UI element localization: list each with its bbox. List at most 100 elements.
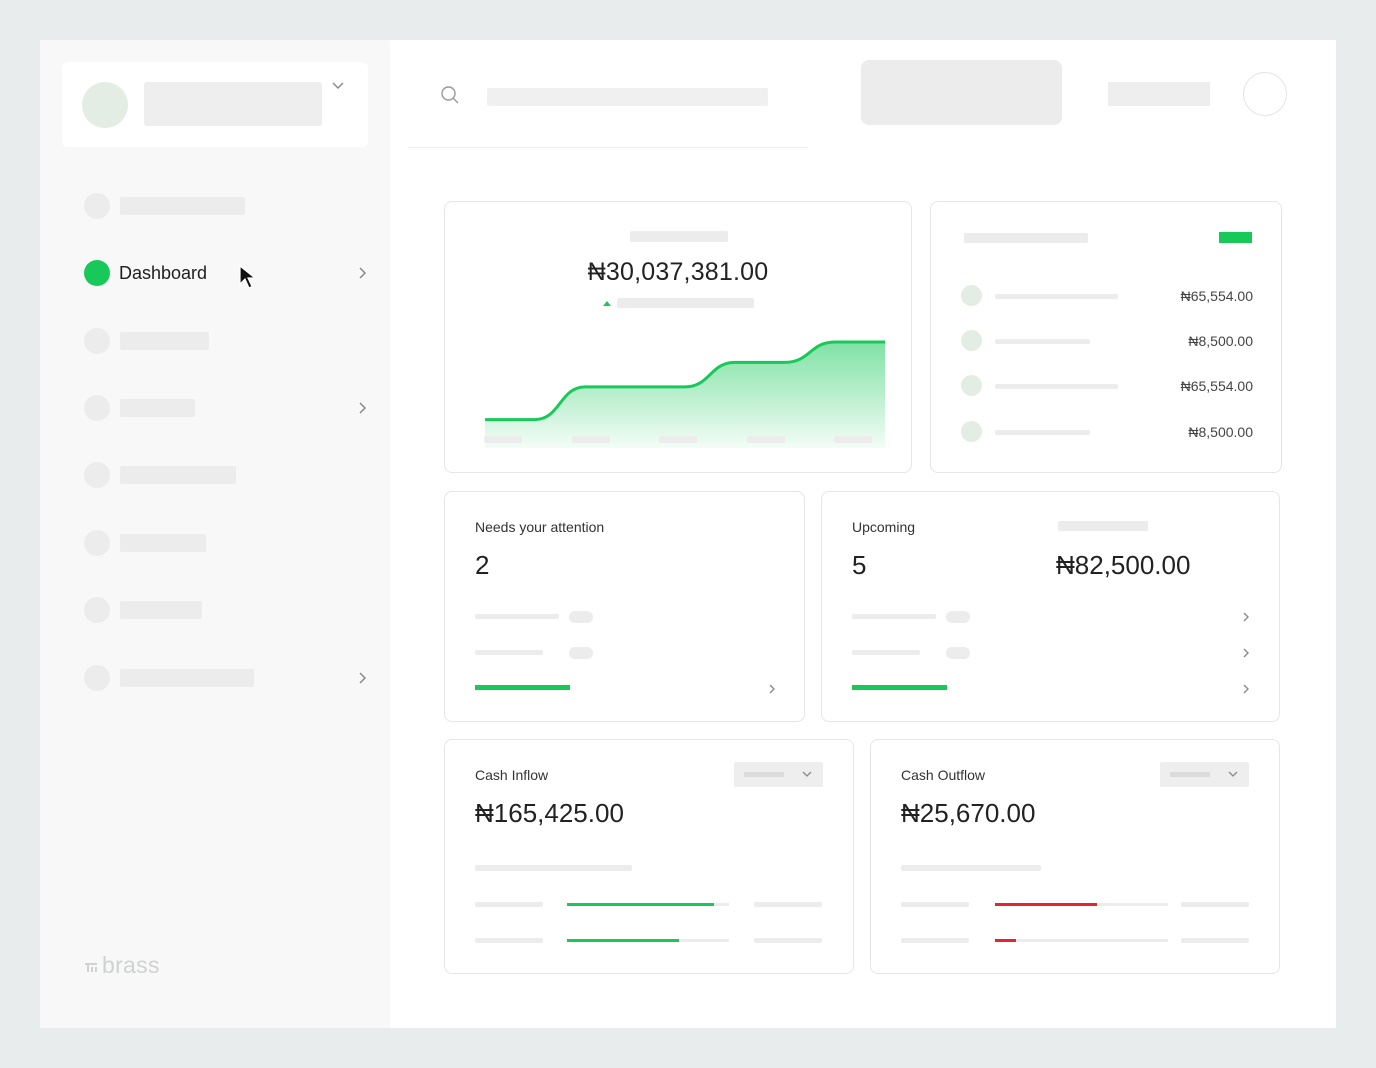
select-value-placeholder <box>744 772 784 777</box>
period-select[interactable] <box>1160 762 1249 787</box>
nav-label-placeholder <box>120 669 254 687</box>
bar-fill <box>995 939 1016 942</box>
line-placeholder <box>475 650 543 655</box>
list-item-icon <box>961 285 982 306</box>
balance-card: ₦30,037,381.00 <box>444 201 912 473</box>
user-avatar[interactable] <box>1243 72 1287 116</box>
outflow-bar-1 <box>995 903 1168 906</box>
needs-attention-card[interactable]: Needs your attention 2 <box>444 491 805 722</box>
trend-up-icon <box>603 301 611 306</box>
sidebar-item-6[interactable] <box>84 530 370 556</box>
sidebar-item-7[interactable] <box>84 597 370 623</box>
organization-switcher[interactable] <box>62 62 368 147</box>
nav-label-placeholder <box>120 466 236 484</box>
chevron-right-icon <box>359 267 367 279</box>
period-select[interactable] <box>734 762 823 787</box>
nav-icon <box>84 462 110 488</box>
sidebar-item-label: Dashboard <box>119 263 208 283</box>
line-placeholder <box>475 614 559 619</box>
search-input[interactable] <box>487 88 768 106</box>
top-menu-placeholder[interactable] <box>1108 82 1210 106</box>
cash-outflow-amount: ₦25,670.00 <box>901 798 1036 828</box>
balance-area-chart <box>485 340 885 448</box>
list-item-icon <box>961 421 982 442</box>
x-tick-placeholder <box>484 436 522 443</box>
line-placeholder <box>901 902 969 907</box>
chevron-down-icon <box>1228 771 1238 777</box>
list-item-icon <box>961 375 982 396</box>
nav-label-placeholder <box>120 197 245 215</box>
cash-inflow-card: Cash Inflow ₦165,425.00 <box>444 739 854 974</box>
inflow-bar-1 <box>567 903 729 906</box>
sidebar-item-1[interactable] <box>84 193 370 219</box>
primary-action-button[interactable] <box>861 60 1062 125</box>
line-placeholder <box>901 865 1041 871</box>
brand-name: brass <box>102 952 160 978</box>
area-line <box>485 340 885 422</box>
list-item-amount: ₦65,554.00 <box>1180 288 1253 304</box>
list-item[interactable]: ₦8,500.00 <box>961 421 1253 443</box>
list-item[interactable]: ₦8,500.00 <box>961 330 1253 352</box>
attention-count: 2 <box>475 550 490 580</box>
inflow-bar-2 <box>567 939 729 942</box>
upcoming-card[interactable]: Upcoming 5 ₦82,500.00 <box>821 491 1280 722</box>
card-title: Cash Outflow <box>901 767 986 783</box>
card-title: Needs your attention <box>475 519 605 535</box>
upcoming-total: ₦82,500.00 <box>1056 550 1191 580</box>
sidebar-item-3[interactable] <box>84 328 370 354</box>
line-placeholder <box>1181 938 1249 943</box>
line-placeholder <box>901 938 969 943</box>
pill-placeholder <box>946 611 970 623</box>
nav-label-placeholder <box>120 332 209 350</box>
sidebar-item-5[interactable] <box>84 462 370 488</box>
chevron-right-icon[interactable] <box>1239 646 1253 660</box>
chevron-right-icon[interactable] <box>1239 682 1253 696</box>
pill-placeholder <box>569 647 593 659</box>
list-item-amount: ₦8,500.00 <box>1188 333 1253 349</box>
upcoming-progress <box>852 685 1282 690</box>
list-item-label-placeholder <box>995 294 1118 299</box>
nav-icon <box>84 328 110 354</box>
chevron-right-icon[interactable] <box>765 682 779 696</box>
list-item-amount: ₦8,500.00 <box>1188 424 1253 440</box>
list-item-icon <box>961 330 982 351</box>
nav-icon <box>84 193 110 219</box>
line-placeholder <box>1181 902 1249 907</box>
list-item[interactable]: ₦65,554.00 <box>961 285 1253 307</box>
search-icon[interactable] <box>440 85 460 105</box>
sidebar-item-4[interactable] <box>84 395 370 421</box>
x-tick-placeholder <box>834 436 872 443</box>
list-item-label-placeholder <box>995 430 1090 435</box>
recent-transactions-card: ₦65,554.00 ₦8,500.00 ₦65,554.00 ₦8,500.0… <box>930 201 1282 473</box>
card-title: Cash Inflow <box>475 767 549 783</box>
total-label-placeholder <box>1058 521 1148 531</box>
upcoming-count: 5 <box>852 550 867 580</box>
x-tick-placeholder <box>747 436 785 443</box>
nav-label-placeholder <box>120 534 206 552</box>
status-badge[interactable] <box>1219 232 1252 243</box>
search-underline <box>408 147 808 148</box>
line-placeholder <box>852 650 920 655</box>
chevron-down-icon[interactable] <box>330 78 346 94</box>
list-item[interactable]: ₦65,554.00 <box>961 375 1253 397</box>
x-tick-placeholder <box>572 436 610 443</box>
area-fill <box>485 341 885 448</box>
list-title-placeholder <box>964 233 1088 243</box>
chevron-right-icon <box>359 402 367 414</box>
sidebar-item-dashboard[interactable]: Dashboard <box>84 260 370 286</box>
org-name-placeholder <box>144 82 322 126</box>
nav-icon <box>84 395 110 421</box>
sidebar-item-8[interactable] <box>84 665 370 691</box>
brand-logo: brass <box>84 952 160 979</box>
progress-fill <box>852 685 947 690</box>
line-placeholder <box>475 865 632 871</box>
pill-placeholder <box>569 611 593 623</box>
line-placeholder <box>475 902 543 907</box>
list-item-label-placeholder <box>995 339 1090 344</box>
dashboard-icon <box>84 260 110 286</box>
x-tick-placeholder <box>659 436 697 443</box>
line-placeholder <box>754 938 822 943</box>
app-frame: Dashboard <box>40 40 1336 1028</box>
chevron-right-icon[interactable] <box>1239 610 1253 624</box>
nav-label-placeholder <box>120 399 195 417</box>
